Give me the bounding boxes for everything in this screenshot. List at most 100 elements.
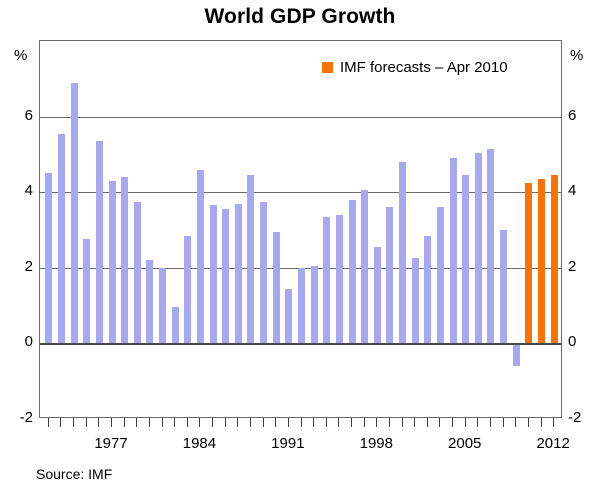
x-tick-mark	[477, 418, 478, 427]
x-tick-mark	[136, 418, 137, 427]
x-tick-mark	[275, 418, 276, 427]
x-tick-mark	[389, 418, 390, 427]
bar	[298, 268, 305, 344]
y-tick-label-right-2: 2	[568, 257, 577, 275]
y-tick-label-left-neg2: -2	[19, 409, 33, 426]
y-axis-unit-right: %	[570, 47, 584, 64]
bar	[210, 205, 217, 343]
y-tick-label-right-6: 6	[568, 106, 577, 124]
x-tick-mark	[528, 418, 529, 427]
bar	[273, 232, 280, 344]
x-tick-mark	[553, 418, 554, 427]
bar	[159, 268, 166, 344]
x-tick-mark	[338, 418, 339, 427]
x-tick-mark	[326, 418, 327, 427]
x-tick-mark	[124, 418, 125, 427]
bar	[487, 149, 494, 344]
bar	[475, 153, 482, 344]
x-tick-label-2005: 2005	[448, 435, 482, 452]
x-tick-mark	[490, 418, 491, 427]
bar	[412, 258, 419, 343]
bar	[172, 307, 179, 343]
x-tick-mark	[452, 418, 453, 427]
x-tick-mark	[503, 418, 504, 427]
bar	[538, 179, 545, 343]
x-tick-mark	[351, 418, 352, 427]
x-tick-mark	[111, 418, 112, 427]
y-tick-label-left-4: 4	[24, 182, 33, 200]
zero-line	[40, 343, 561, 345]
source-note: Source: IMF	[36, 466, 113, 482]
x-tick-mark	[301, 418, 302, 427]
x-tick-mark	[541, 418, 542, 427]
bar	[349, 200, 356, 344]
bar	[197, 170, 204, 344]
bar	[45, 173, 52, 343]
x-tick-mark	[60, 418, 61, 427]
bar	[134, 202, 141, 344]
x-tick-mark	[187, 418, 188, 427]
bar	[109, 181, 116, 344]
bar	[323, 217, 330, 344]
bar	[437, 207, 444, 343]
x-tick-mark	[225, 418, 226, 427]
bar	[222, 209, 229, 343]
x-tick-mark	[162, 418, 163, 427]
bar	[525, 183, 532, 344]
bar	[361, 190, 368, 343]
y-tick-label-right-4: 4	[568, 182, 577, 200]
x-tick-mark	[427, 418, 428, 427]
chart-title: World GDP Growth	[204, 5, 396, 28]
bar	[462, 175, 469, 343]
x-tick-mark	[402, 418, 403, 427]
bar	[513, 343, 520, 366]
x-tick-label-1977: 1977	[94, 435, 128, 452]
x-tick-mark	[98, 418, 99, 427]
bar	[500, 230, 507, 343]
x-tick-mark	[199, 418, 200, 427]
bar	[146, 260, 153, 343]
bar	[551, 175, 558, 343]
gridline-6	[40, 117, 561, 118]
x-tick-label-1984: 1984	[182, 435, 217, 452]
y-axis-unit-left: %	[14, 47, 28, 64]
y-tick-label-left-0: 0	[24, 333, 33, 351]
x-tick-mark	[149, 418, 150, 427]
y-tick-label-left-6: 6	[24, 106, 33, 124]
x-tick-mark	[263, 418, 264, 427]
bar	[71, 83, 78, 344]
x-tick-label-1998: 1998	[359, 435, 393, 452]
x-tick-mark	[73, 418, 74, 427]
x-tick-mark	[48, 418, 49, 427]
bar	[121, 177, 128, 343]
x-tick-mark	[250, 418, 251, 427]
x-tick-mark	[313, 418, 314, 427]
bar	[260, 202, 267, 344]
x-tick-mark	[174, 418, 175, 427]
x-tick-mark	[237, 418, 238, 427]
y-tick-label-left-2: 2	[24, 257, 33, 275]
bar	[184, 236, 191, 344]
plot-inner	[40, 41, 561, 417]
bar	[247, 175, 254, 343]
bar	[235, 204, 242, 344]
legend-swatch-forecast	[322, 62, 333, 73]
x-tick-mark	[439, 418, 440, 427]
bar	[58, 134, 65, 344]
bar	[336, 215, 343, 344]
x-tick-mark	[515, 418, 516, 427]
bar	[311, 266, 318, 343]
y-tick-label-right-neg2: -2	[568, 409, 582, 426]
gridline-4	[40, 192, 561, 193]
chart-legend: IMF forecasts – Apr 2010	[322, 60, 508, 75]
x-tick-mark	[212, 418, 213, 427]
plot-area	[39, 40, 562, 418]
x-tick-mark	[288, 418, 289, 427]
bar	[83, 239, 90, 343]
x-tick-mark	[376, 418, 377, 427]
x-tick-mark	[364, 418, 365, 427]
x-tick-mark	[465, 418, 466, 427]
x-tick-label-2012: 2012	[536, 435, 570, 452]
x-tick-mark	[86, 418, 87, 427]
